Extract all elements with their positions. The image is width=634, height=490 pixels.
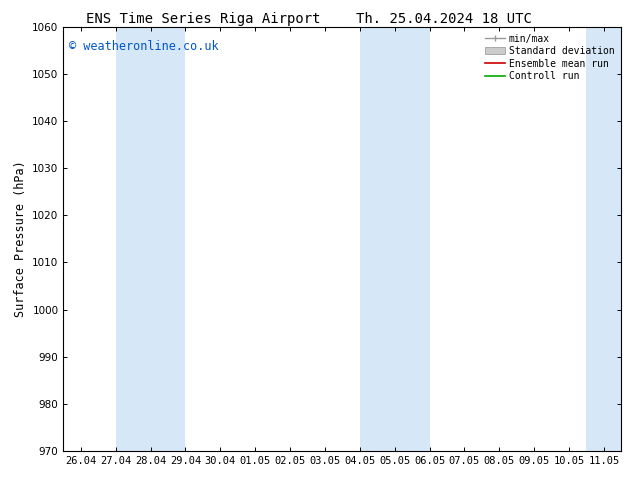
Bar bbox=[586, 27, 621, 451]
Text: ENS Time Series Riga Airport: ENS Time Series Riga Airport bbox=[86, 12, 320, 26]
Text: Th. 25.04.2024 18 UTC: Th. 25.04.2024 18 UTC bbox=[356, 12, 532, 26]
Text: © weatheronline.co.uk: © weatheronline.co.uk bbox=[69, 40, 219, 52]
Bar bbox=[116, 27, 185, 451]
Legend: min/max, Standard deviation, Ensemble mean run, Controll run: min/max, Standard deviation, Ensemble me… bbox=[484, 32, 616, 83]
Bar bbox=[359, 27, 429, 451]
Y-axis label: Surface Pressure (hPa): Surface Pressure (hPa) bbox=[14, 161, 27, 317]
